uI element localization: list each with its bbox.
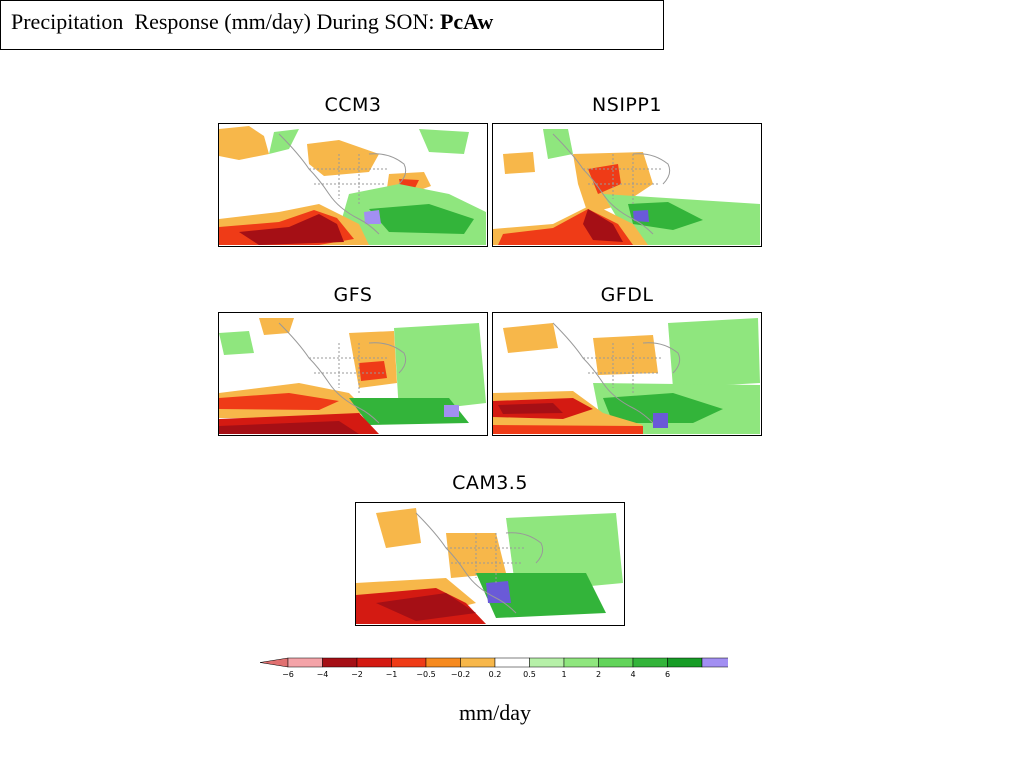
precip-field	[219, 318, 486, 434]
colorbar-tick-label: −0.2	[451, 670, 470, 679]
colorbar-tick-label: 0.5	[523, 670, 536, 679]
colorbar-swatch	[460, 657, 496, 668]
colorbar-tick-label: 4	[630, 670, 635, 679]
panel-title-gfdl: GFDL	[600, 284, 654, 306]
colorbar-tick-label: −0.5	[416, 670, 435, 679]
colorbar: −6 −4 −2 −1 −0.5 −0.2 0.2 0.5 1 2 4 6	[259, 657, 728, 679]
map-cam35	[355, 502, 625, 626]
precip-field	[493, 129, 760, 245]
colorbar-swatch	[563, 657, 599, 668]
figure-title-text: Precipitation Response (mm/day) During S…	[11, 9, 440, 34]
colorbar-swatch	[701, 657, 728, 668]
colorbar-swatch	[425, 657, 461, 668]
precip-field	[219, 126, 486, 245]
units-label: mm/day	[458, 700, 532, 725]
coastline-grid	[415, 512, 544, 614]
colorbar-tick-label: 2	[596, 670, 601, 679]
colorbar-swatch	[598, 657, 634, 668]
precip-field	[356, 508, 623, 624]
colorbar-tick-label: 0.2	[489, 670, 502, 679]
colorbar-swatch	[494, 657, 530, 668]
colorbar-tick-label: 6	[665, 670, 670, 679]
colorbar-swatch	[356, 657, 392, 668]
panel-title-cam35: CAM3.5	[452, 472, 528, 494]
colorbar-swatch	[391, 657, 427, 668]
colorbar-tick-label: −2	[351, 670, 363, 679]
figure-title: Precipitation Response (mm/day) During S…	[0, 0, 664, 50]
coastline-grid	[278, 322, 407, 424]
colorbar-swatch	[632, 657, 668, 668]
panel-title-gfs: GFS	[333, 284, 373, 306]
map-nsipp1	[492, 123, 762, 247]
colorbar-tick-labels: −6 −4 −2 −1 −0.5 −0.2 0.2 0.5 1 2 4 6	[282, 670, 670, 679]
colorbar-tick-label: −1	[386, 670, 398, 679]
figure-title-bold: PcAw	[439, 9, 494, 34]
coastline-grid	[552, 133, 671, 235]
colorbar-swatch	[529, 657, 565, 668]
precip-field	[493, 318, 760, 434]
panel-title-ccm3: CCM3	[324, 94, 382, 116]
map-gfs	[218, 312, 488, 436]
coastline-grid	[278, 133, 407, 235]
colorbar-tick-label: 1	[561, 670, 566, 679]
colorbar-tick-label: −6	[282, 670, 294, 679]
colorbar-swatch	[287, 657, 323, 668]
panel-title-nsipp1: NSIPP1	[592, 94, 662, 116]
coastline-grid	[552, 322, 681, 424]
map-gfdl	[492, 312, 762, 436]
colorbar-swatch	[259, 657, 289, 668]
colorbar-swatches	[259, 657, 728, 668]
colorbar-swatch	[322, 657, 358, 668]
colorbar-swatch	[667, 657, 703, 668]
colorbar-tick-label: −4	[317, 670, 329, 679]
map-ccm3	[218, 123, 488, 247]
